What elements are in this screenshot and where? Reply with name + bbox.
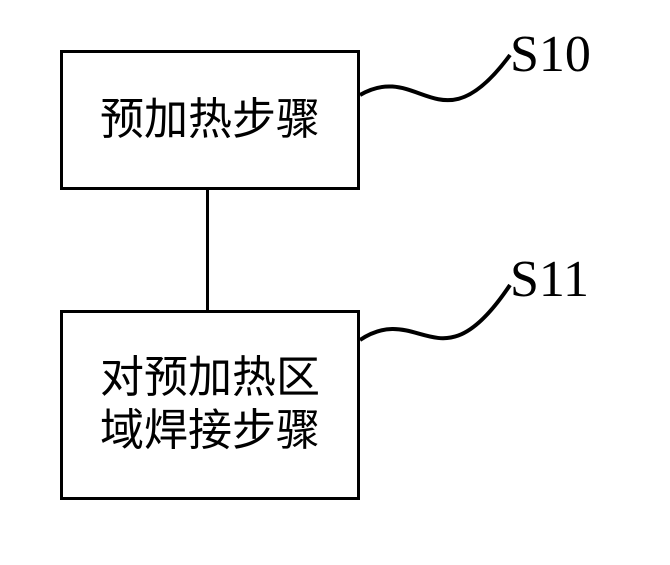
leader-curve-s11 [0,0,670,565]
flowchart-diagram: 预加热步骤 对预加热区 域焊接步骤 S10 S11 [0,0,670,565]
